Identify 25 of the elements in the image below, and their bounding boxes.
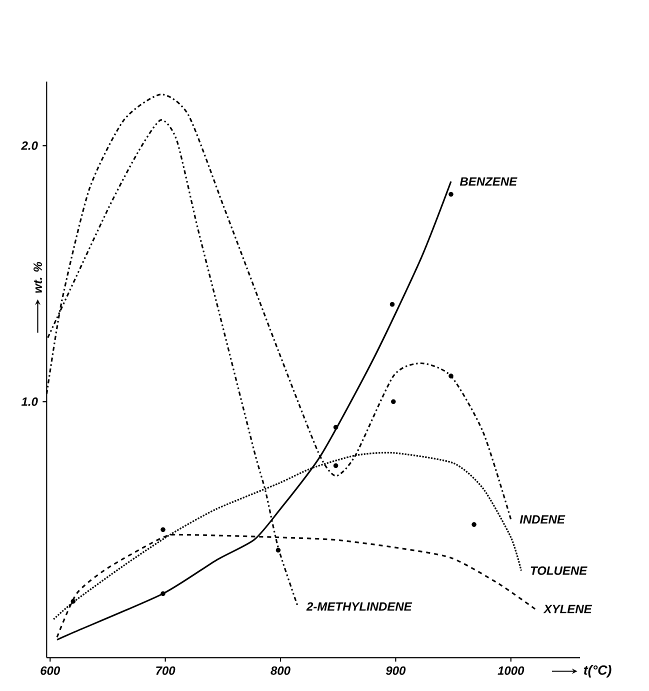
x-tick-label: 900: [386, 666, 406, 675]
point: [448, 192, 454, 197]
point: [70, 598, 76, 604]
point: [160, 591, 166, 596]
point: [333, 463, 338, 468]
point: [390, 399, 396, 404]
x-axis-title: t(°C): [584, 665, 612, 678]
series-label: 2-METHYLINDENE: [306, 602, 412, 611]
point: [448, 374, 454, 378]
point: [276, 548, 281, 553]
x-tick-label: 1000: [498, 666, 524, 675]
y-tick-label: 2.0: [21, 141, 38, 150]
y-tick-label: 1.0: [21, 397, 38, 406]
series-label: TOLUENE: [530, 566, 588, 575]
series-label: INDENE: [520, 515, 566, 524]
x-tick-label: 700: [156, 666, 176, 675]
series-label: XYLENE: [543, 604, 592, 614]
point: [390, 302, 395, 307]
y-axis-title: wt. %: [34, 262, 42, 293]
x-tick-label: 600: [40, 666, 60, 675]
point: [160, 527, 166, 532]
point: [472, 522, 476, 527]
series-label: BENZENE: [460, 177, 518, 186]
point: [333, 424, 338, 430]
x-tick-label: 800: [270, 666, 290, 675]
